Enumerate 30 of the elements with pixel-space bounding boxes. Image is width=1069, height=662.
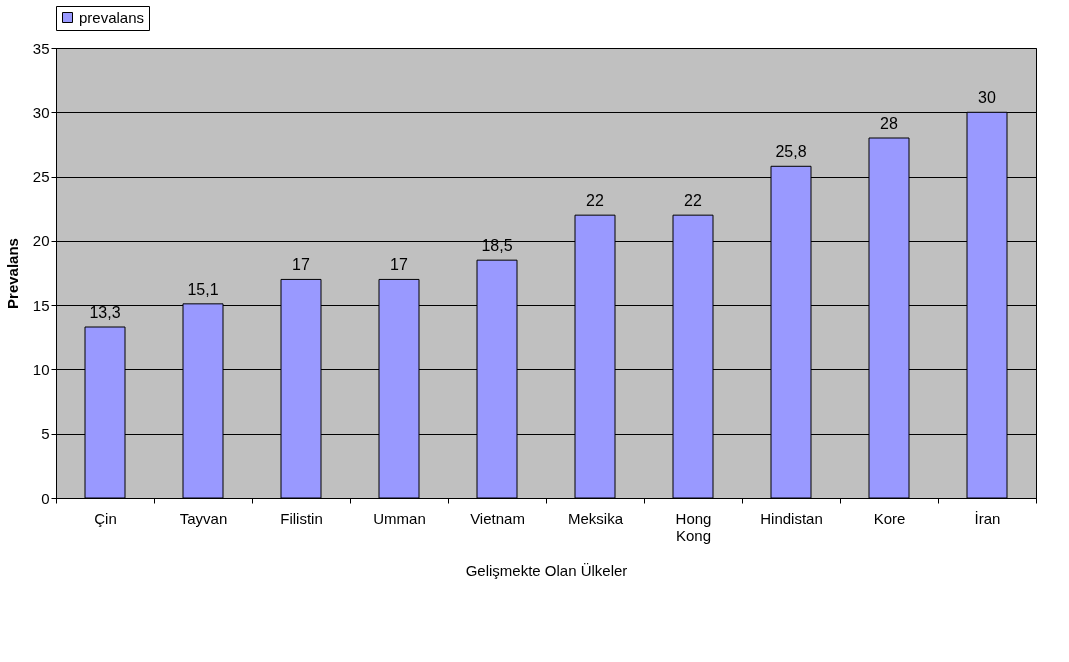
data-label: 17	[292, 256, 310, 274]
y-tick-label: 20	[32, 232, 50, 250]
y-tick-label: 5	[41, 425, 50, 443]
x-tick-label: Filistin	[280, 509, 323, 527]
y-tick-label: 35	[32, 39, 50, 57]
x-tick-label: Çin	[94, 509, 117, 527]
y-axis-title: Prevalans	[3, 238, 21, 309]
legend-label: prevalans	[79, 8, 145, 26]
data-label: 17	[390, 256, 408, 274]
data-label: 22	[586, 192, 604, 210]
y-tick-label: 10	[32, 360, 50, 378]
x-tick-label: Tayvan	[179, 509, 228, 527]
data-label: 13,3	[89, 304, 121, 321]
x-tick-label: Hong Kong	[675, 509, 712, 544]
data-label: 30	[978, 89, 996, 107]
x-tick-label: İran	[974, 509, 1001, 527]
y-tick-label: 15	[32, 296, 50, 314]
x-tick-label: Umman	[373, 509, 426, 527]
x-tick-label: Hindistan	[760, 509, 823, 527]
x-tick-label: Meksika	[567, 509, 624, 527]
x-tick-label: Vietnam	[470, 509, 525, 527]
y-tick-label: 0	[41, 489, 50, 507]
data-label: 25,8	[775, 143, 807, 161]
y-tick-label: 25	[32, 168, 50, 186]
x-axis-title: Gelişmekte Olan Ülkeler	[465, 561, 628, 579]
x-tick-label: Kore	[873, 509, 906, 527]
y-tick-label: 30	[32, 103, 50, 121]
data-label: 22	[684, 192, 702, 210]
data-label: 28	[880, 115, 898, 132]
data-label: 15,1	[187, 280, 219, 298]
